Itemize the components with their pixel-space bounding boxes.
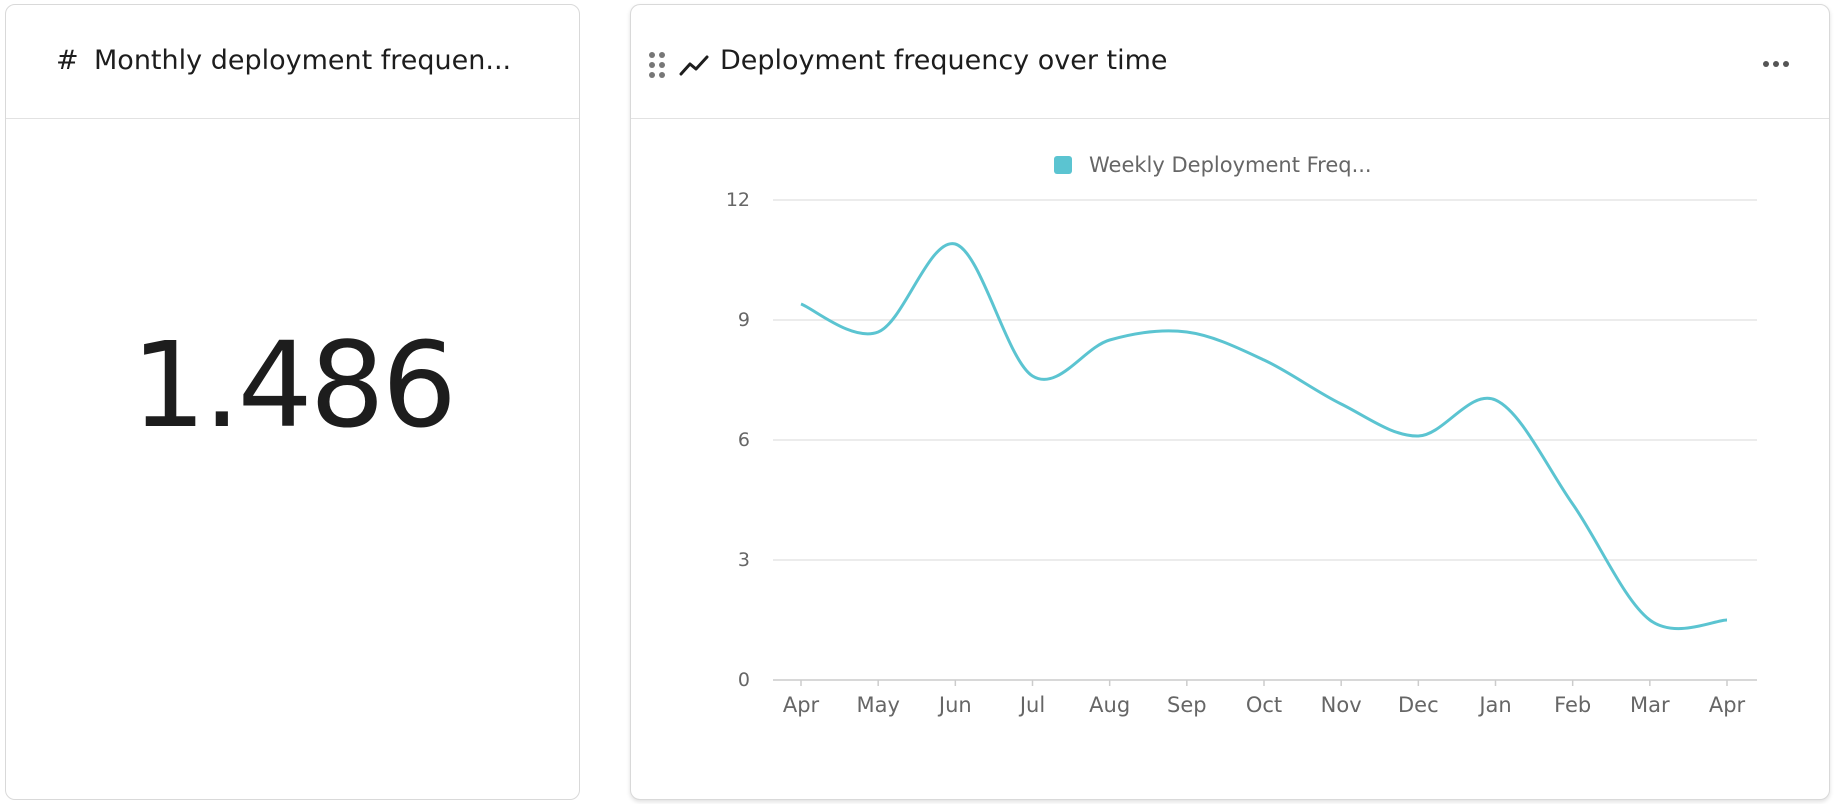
x-tick-label: Dec [1398,693,1439,717]
x-tick-label: Aug [1089,693,1130,717]
card-header: # Monthly deployment frequen... [6,5,579,119]
x-tick-label: Nov [1321,693,1362,717]
x-tick-label: Jun [937,693,972,717]
x-tick-label: Feb [1554,693,1591,717]
drag-handle[interactable] [647,50,667,80]
x-tick-label: Sep [1167,693,1207,717]
metric-card[interactable]: # Monthly deployment frequen... 1.486 [5,4,580,800]
y-tick-label: 0 [738,669,750,691]
x-tick-label: Jul [1018,693,1045,717]
y-tick-label: 6 [738,429,750,451]
chart-card[interactable]: Deployment frequency over time [630,4,1830,800]
hash-icon: # [56,45,79,76]
card-title: Deployment frequency over time [720,45,1168,76]
more-menu[interactable] [1761,59,1791,69]
legend-swatch [1054,156,1072,174]
metric-value: 1.486 [131,316,457,454]
y-tick-label: 9 [738,309,750,331]
line-series [800,242,1728,631]
card-header: Deployment frequency over time [631,5,1829,119]
x-tick-label: May [856,693,899,717]
y-tick-label: 3 [738,549,750,571]
x-tick-label: Jan [1477,693,1511,717]
x-tick-label: Oct [1246,693,1282,717]
x-tick-label: Mar [1630,693,1670,717]
line-chart-icon [679,55,709,76]
legend-label: Weekly Deployment Freq... [1089,153,1372,177]
y-tick-label: 12 [726,189,750,211]
x-tick-label: Apr [1709,693,1746,717]
card-title: Monthly deployment frequen... [94,45,512,76]
x-tick-label: Apr [783,693,820,717]
